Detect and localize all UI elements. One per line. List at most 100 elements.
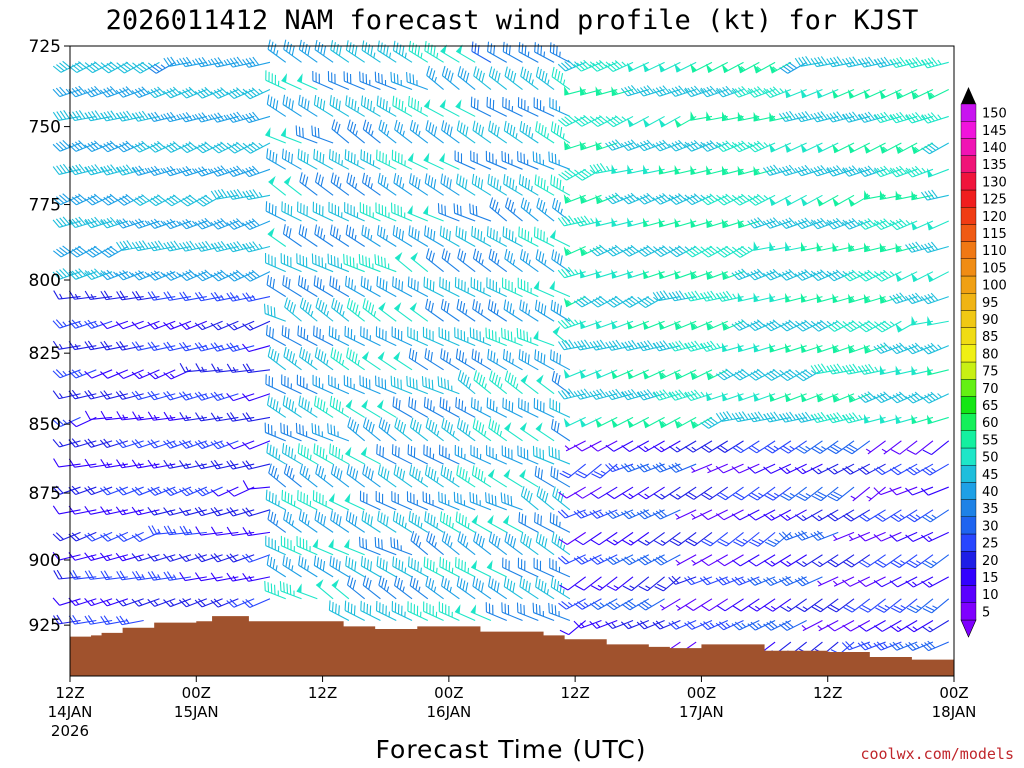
barb-full xyxy=(194,392,203,401)
wind-barb xyxy=(488,576,508,600)
barb-half xyxy=(559,521,561,528)
barb-staff xyxy=(344,609,365,622)
barb-full xyxy=(201,142,210,151)
barb-full xyxy=(170,56,177,66)
barb-staff xyxy=(407,159,429,170)
barb-full xyxy=(637,558,646,566)
wind-barb xyxy=(487,468,508,488)
barb-full xyxy=(131,90,140,98)
barb-staff xyxy=(441,585,460,600)
barb-full xyxy=(116,198,125,206)
wind-barb xyxy=(163,391,192,401)
barb-staff xyxy=(567,576,586,591)
barb-full xyxy=(126,240,133,249)
barb-half xyxy=(483,430,487,437)
barb-full xyxy=(573,341,581,351)
wind-barb xyxy=(68,369,97,379)
barb-full xyxy=(290,153,294,164)
barb-full xyxy=(568,388,575,397)
barb-staff xyxy=(393,520,413,533)
barb-half xyxy=(436,430,440,437)
barb-full xyxy=(169,270,178,279)
wind-barb xyxy=(502,96,523,117)
barb-full xyxy=(362,575,367,586)
barb-full xyxy=(269,150,272,161)
wind-barb xyxy=(589,509,618,519)
barb-full xyxy=(611,61,620,69)
barb-full xyxy=(462,302,466,313)
wind-barb xyxy=(210,506,239,517)
wind-barb xyxy=(642,320,665,330)
barb-staff xyxy=(485,501,507,511)
wind-barb xyxy=(68,458,97,468)
barb-staff xyxy=(533,160,555,170)
wind-barb xyxy=(194,291,223,302)
barb-full xyxy=(424,464,428,475)
wind-barb xyxy=(504,197,523,222)
barb-full xyxy=(510,201,515,212)
barb-full xyxy=(486,277,488,288)
wind-barb xyxy=(163,439,192,449)
barb-staff xyxy=(376,453,397,465)
barb-staff xyxy=(267,103,287,117)
barb-full xyxy=(163,167,171,177)
barb-full xyxy=(265,489,268,500)
barb-full xyxy=(331,376,333,387)
barb-half xyxy=(223,114,228,120)
wind-barb xyxy=(605,388,634,401)
barb-full xyxy=(210,526,218,536)
barb-full xyxy=(459,175,462,186)
barb-full xyxy=(116,291,123,301)
barb-full xyxy=(301,349,306,359)
barb-full xyxy=(87,486,96,494)
barb-full xyxy=(407,601,409,612)
barb-full xyxy=(84,198,93,206)
barb-full xyxy=(314,126,317,137)
barb-full xyxy=(179,460,186,469)
barb-full xyxy=(210,114,218,123)
barb-staff xyxy=(217,554,239,563)
barb-full xyxy=(336,123,341,134)
barb-full xyxy=(272,446,275,457)
barb-full xyxy=(313,325,315,336)
barb-staff xyxy=(392,453,413,465)
barb-staff xyxy=(502,160,523,170)
barb-full xyxy=(354,100,357,111)
barb-staff xyxy=(596,509,618,519)
barb-half xyxy=(138,414,142,420)
barb-half xyxy=(629,585,635,589)
wind-barb xyxy=(674,269,697,280)
barb-full xyxy=(216,271,226,279)
wind-barb xyxy=(84,597,113,607)
barb-full xyxy=(437,376,440,387)
barb-full xyxy=(365,419,370,430)
barb-half xyxy=(160,220,165,226)
barb-full xyxy=(52,197,61,206)
barb-staff xyxy=(613,598,634,611)
barb-half xyxy=(653,246,658,251)
wind-barb xyxy=(194,112,223,123)
barb-full xyxy=(508,280,510,291)
wind-barb xyxy=(178,391,207,401)
wind-barb xyxy=(84,369,113,379)
barb-full xyxy=(178,440,187,449)
barb-half xyxy=(590,218,595,224)
wind-barb xyxy=(620,620,650,630)
barb-staff xyxy=(566,486,586,499)
barb-staff xyxy=(675,89,697,97)
barb-full xyxy=(304,351,308,362)
barb-full xyxy=(332,557,335,568)
barb-full xyxy=(103,271,112,279)
wind-barb xyxy=(579,416,602,428)
wind-barb xyxy=(330,510,350,533)
wind-barb xyxy=(440,298,460,322)
barb-full xyxy=(558,119,567,127)
wind-barb xyxy=(99,86,129,98)
barb-staff xyxy=(391,500,413,511)
barb-staff xyxy=(406,81,429,91)
barb-full xyxy=(583,215,591,224)
wind-barb xyxy=(210,391,239,401)
barb-staff xyxy=(486,106,507,117)
barb-full xyxy=(540,352,543,363)
